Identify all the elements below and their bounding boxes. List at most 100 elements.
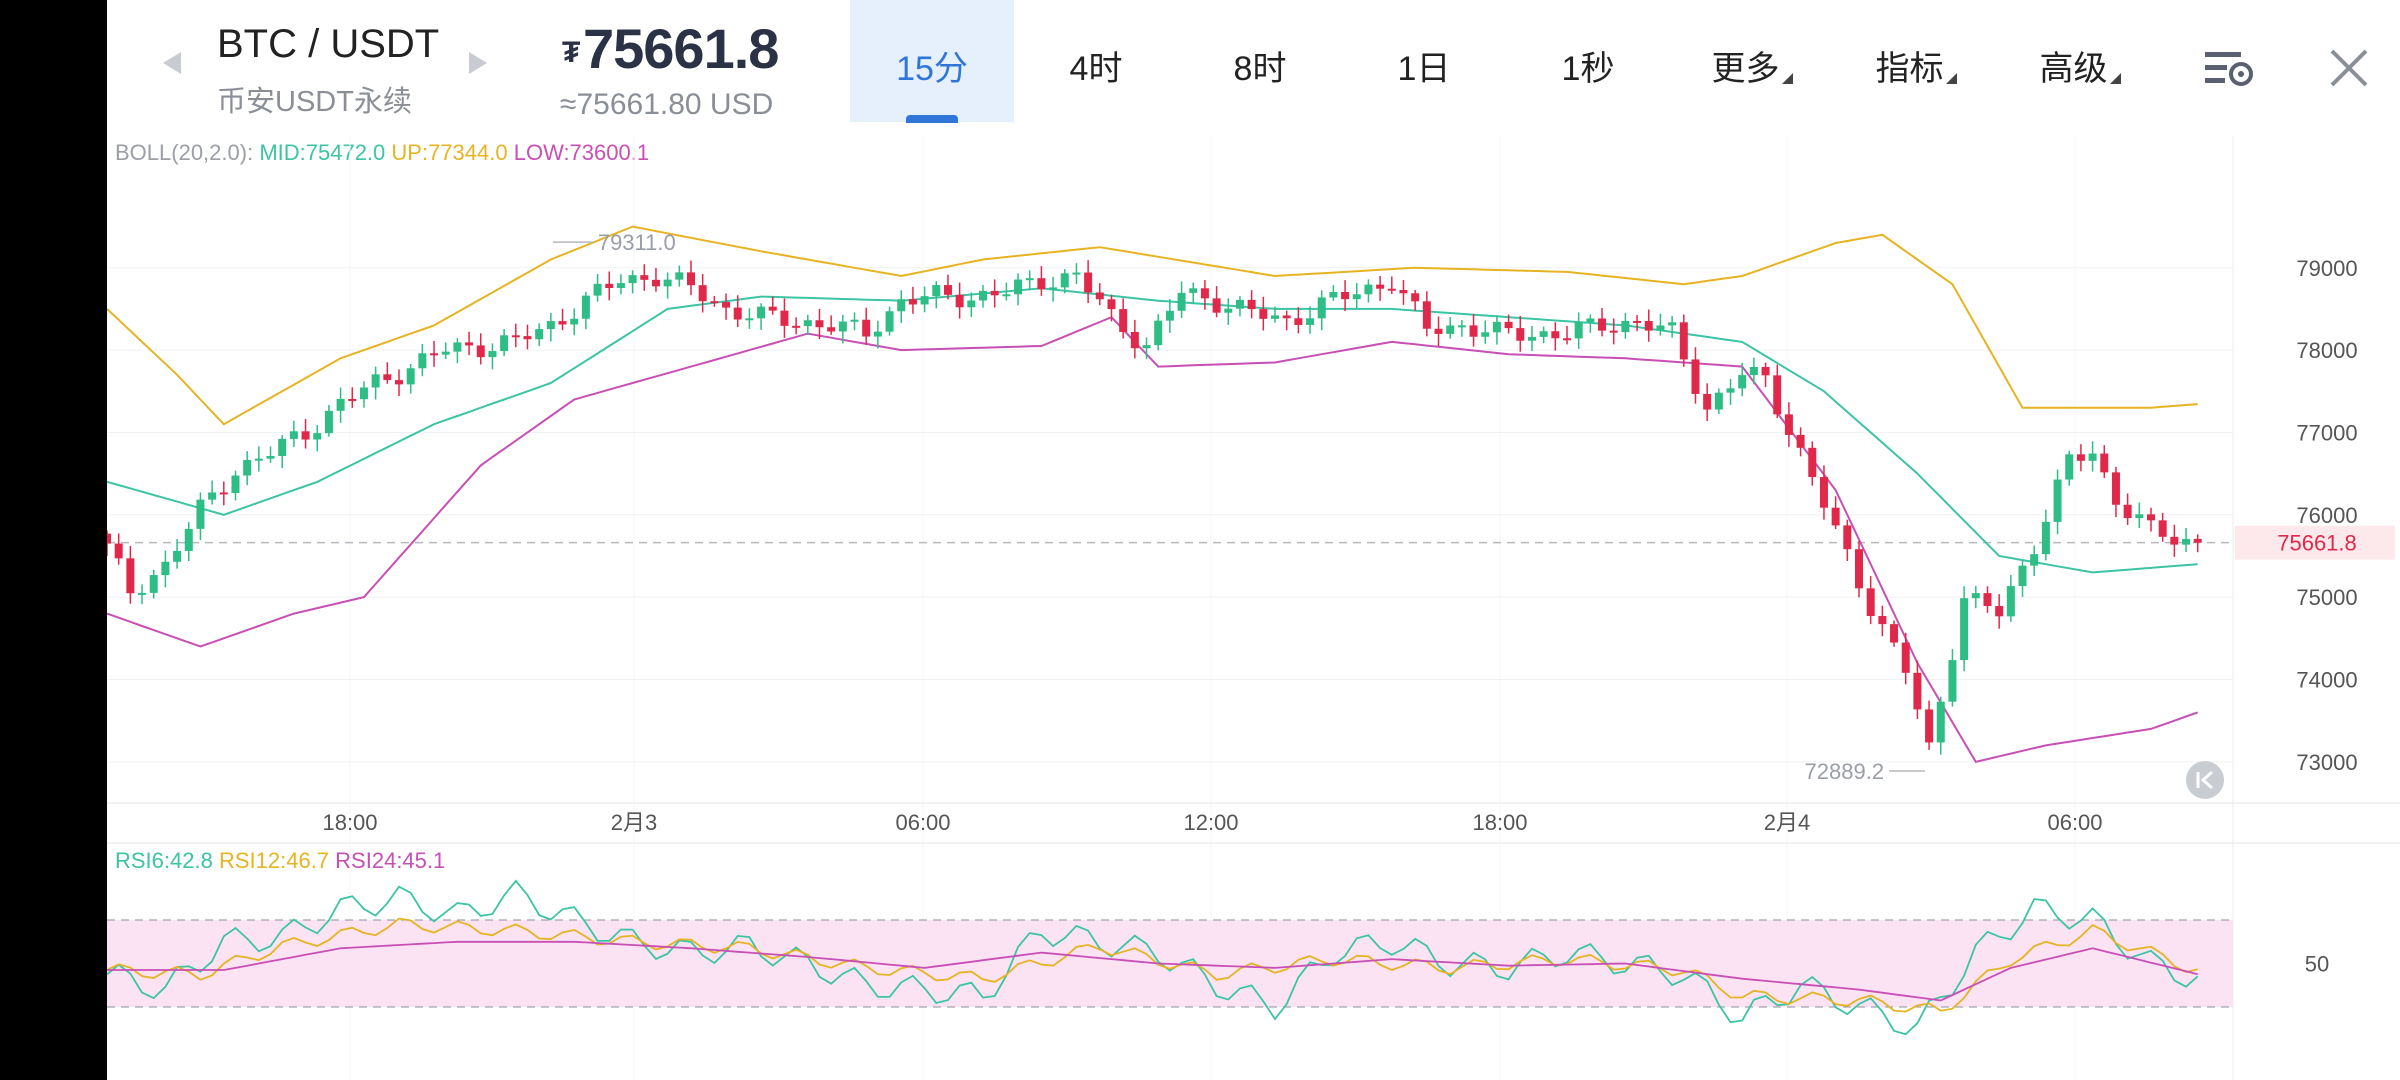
candle-body [1224, 308, 1233, 313]
candle [1481, 320, 1490, 344]
candle [663, 272, 672, 299]
candle-body [651, 279, 660, 287]
candle [558, 308, 567, 331]
candle-body [1072, 272, 1081, 275]
candle-body [1913, 672, 1922, 710]
candle-body [2041, 521, 2050, 555]
candle-body [196, 499, 205, 529]
candle [640, 264, 649, 291]
candle [897, 290, 906, 323]
candle-body [1855, 549, 1863, 589]
tab-8h[interactable]: 8时 [1178, 0, 1342, 122]
candle-body [1282, 315, 1291, 319]
tab-advanced[interactable]: 高级 [1998, 0, 2162, 122]
candle [2018, 560, 2027, 597]
tab-1s[interactable]: 1秒 [1506, 0, 1670, 122]
candle-body [161, 561, 170, 576]
candle-body [2076, 454, 2085, 461]
candle-body [605, 283, 614, 289]
candle-body [1960, 598, 1969, 661]
candle [1399, 280, 1408, 305]
candle-body [1130, 331, 1139, 349]
candle [2088, 441, 2097, 472]
candle-body [698, 285, 707, 302]
candle [1621, 312, 1630, 339]
candle-body [254, 458, 263, 461]
candle-body [1422, 301, 1431, 329]
candle [651, 267, 660, 292]
candle-body [1119, 309, 1128, 332]
tab-more[interactable]: 更多 [1670, 0, 1834, 122]
next-symbol-icon[interactable] [469, 52, 487, 74]
chart-settings-icon[interactable] [2205, 48, 2255, 88]
prev-symbol-icon[interactable] [163, 52, 181, 74]
currency-symbol: ₮ [562, 36, 581, 69]
tab-indicators[interactable]: 指标 [1834, 0, 1998, 122]
candle [1189, 282, 1198, 303]
tab-1d[interactable]: 1日 [1342, 0, 1506, 122]
candle [1457, 319, 1466, 337]
candle-body [2147, 514, 2155, 521]
candle-body [2018, 565, 2027, 587]
x-tick-label: 2月3 [611, 810, 657, 835]
candle-body [1586, 318, 1595, 323]
scroll-to-latest-icon[interactable] [2185, 760, 2225, 800]
candle [2030, 545, 2039, 577]
candle [219, 481, 228, 506]
candle [161, 550, 170, 588]
x-tick-label: 06:00 [2047, 810, 2102, 835]
dropdown-caret-icon [1945, 73, 1957, 84]
y-tick-label: 76000 [2296, 503, 2357, 528]
symbol-name[interactable]: BTC / USDT [217, 22, 440, 66]
boll-legend: BOLL(20,2.0): MID:75472.0 UP:77344.0 LOW… [115, 140, 649, 166]
candle-body [1060, 273, 1069, 288]
candle-body [663, 279, 672, 287]
candle-body [114, 543, 123, 559]
candle [943, 274, 952, 300]
close-icon[interactable] [2329, 48, 2369, 88]
candle [1995, 594, 2004, 629]
candle [476, 333, 485, 365]
y-tick-label: 73000 [2296, 750, 2357, 775]
candle-body [289, 431, 298, 439]
candle [2135, 502, 2144, 529]
candle-body [1317, 297, 1326, 319]
candle [395, 369, 403, 397]
candle-body [208, 492, 217, 500]
candle-body [1469, 325, 1478, 337]
candle-body [1539, 331, 1548, 337]
candle-body [1609, 330, 1618, 333]
candle [430, 340, 439, 367]
candle [1235, 296, 1244, 317]
candle-body [990, 290, 999, 296]
tab-label: 更多 [1711, 50, 1780, 88]
chart-app: BTC / USDT 币安USDT永续 ₮ 75661.8 ≈75661.80 … [107, 0, 2400, 1080]
candle [1726, 378, 1735, 405]
candle [1259, 296, 1268, 331]
candle-body [1738, 375, 1747, 389]
x-tick-label: 18:00 [1472, 810, 1527, 835]
candle [885, 306, 894, 336]
tab-4h[interactable]: 4时 [1014, 0, 1178, 122]
candle [313, 425, 322, 452]
candle [1422, 291, 1431, 337]
candle [827, 315, 836, 335]
candle-body [1434, 328, 1443, 334]
candle-body [1936, 701, 1945, 743]
candle-body [733, 307, 742, 320]
candle [1644, 309, 1653, 342]
candle-body [1831, 507, 1840, 526]
candle [593, 274, 602, 302]
candle [1971, 586, 1980, 609]
tab-15m[interactable]: 15分 [850, 0, 1014, 122]
candle [126, 546, 135, 604]
candle-body [430, 353, 439, 356]
candle [107, 530, 111, 556]
candle-body [803, 320, 812, 327]
low-price-label: 72889.2 [1805, 759, 1885, 784]
tab-label: 8时 [1233, 50, 1287, 88]
candlestick-chart[interactable]: 79000 78000 77000 76000 75000 74000 73000 18:00… [107, 0, 2400, 1080]
candle-body [2100, 453, 2109, 473]
candle-body [1481, 332, 1490, 337]
candle [1516, 316, 1525, 352]
